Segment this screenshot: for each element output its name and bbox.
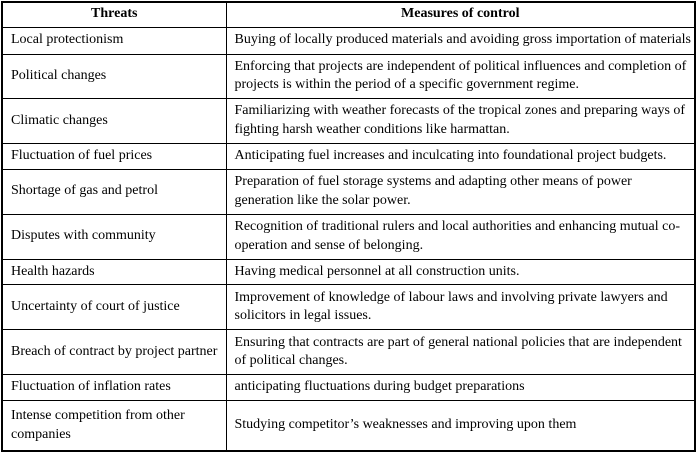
measure-cell: Recognition of traditional rulers and lo… xyxy=(225,213,696,260)
threat-cell: Shortage of gas and petrol xyxy=(1,168,227,215)
table-row: Political changes Enforcing that project… xyxy=(1,53,696,100)
table-body: Local protectionism Buying of locally pr… xyxy=(1,26,696,452)
table-row: Disputes with community Recognition of t… xyxy=(1,213,696,260)
threat-cell: Health hazards xyxy=(1,258,227,286)
threat-cell: Fluctuation of inflation rates xyxy=(1,374,227,402)
measure-cell: Buying of locally produced materials and… xyxy=(225,26,696,55)
table-row: Uncertainty of court of justice Improvem… xyxy=(1,284,696,331)
measure-cell: Improvement of knowledge of labour laws … xyxy=(225,284,696,331)
measure-cell: Studying competitor’s weaknesses and imp… xyxy=(225,400,696,452)
threat-cell: Fluctuation of fuel prices xyxy=(1,143,227,170)
table-row: Climatic changes Familiarizing with weat… xyxy=(1,98,696,145)
measure-cell: Enforcing that projects are independent … xyxy=(225,53,696,100)
table-row: Intense competition from other companies… xyxy=(1,400,696,452)
threat-cell: Climatic changes xyxy=(1,98,227,145)
table-row: Fluctuation of fuel prices Anticipating … xyxy=(1,143,696,170)
measure-cell: Familiarizing with weather forecasts of … xyxy=(225,98,696,145)
table-row: Health hazards Having medical personnel … xyxy=(1,258,696,286)
measure-cell: Ensuring that contracts are part of gene… xyxy=(225,329,696,376)
measure-cell: Having medical personnel at all construc… xyxy=(225,258,696,286)
threat-cell: Breach of contract by project partner xyxy=(1,329,227,376)
threat-cell: Intense competition from other companies xyxy=(1,400,227,452)
table-row: Fluctuation of inflation rates anticipat… xyxy=(1,374,696,402)
measure-cell: Preparation of fuel storage systems and … xyxy=(225,168,696,215)
threat-cell: Local protectionism xyxy=(1,26,227,55)
table-row: Local protectionism Buying of locally pr… xyxy=(1,26,696,55)
header-row: Threats Measures of control xyxy=(1,1,696,28)
column-header-threats: Threats xyxy=(1,1,227,28)
column-header-measures: Measures of control xyxy=(225,1,696,28)
threat-cell: Uncertainty of court of justice xyxy=(1,284,227,331)
table-header: Threats Measures of control xyxy=(1,1,696,28)
measure-cell: anticipating fluctuations during budget … xyxy=(225,374,696,402)
measure-cell: Anticipating fuel increases and inculcat… xyxy=(225,143,696,170)
threat-cell: Political changes xyxy=(1,53,227,100)
table-row: Shortage of gas and petrol Preparation o… xyxy=(1,168,696,215)
table-row: Breach of contract by project partner En… xyxy=(1,329,696,376)
threat-cell: Disputes with community xyxy=(1,213,227,260)
